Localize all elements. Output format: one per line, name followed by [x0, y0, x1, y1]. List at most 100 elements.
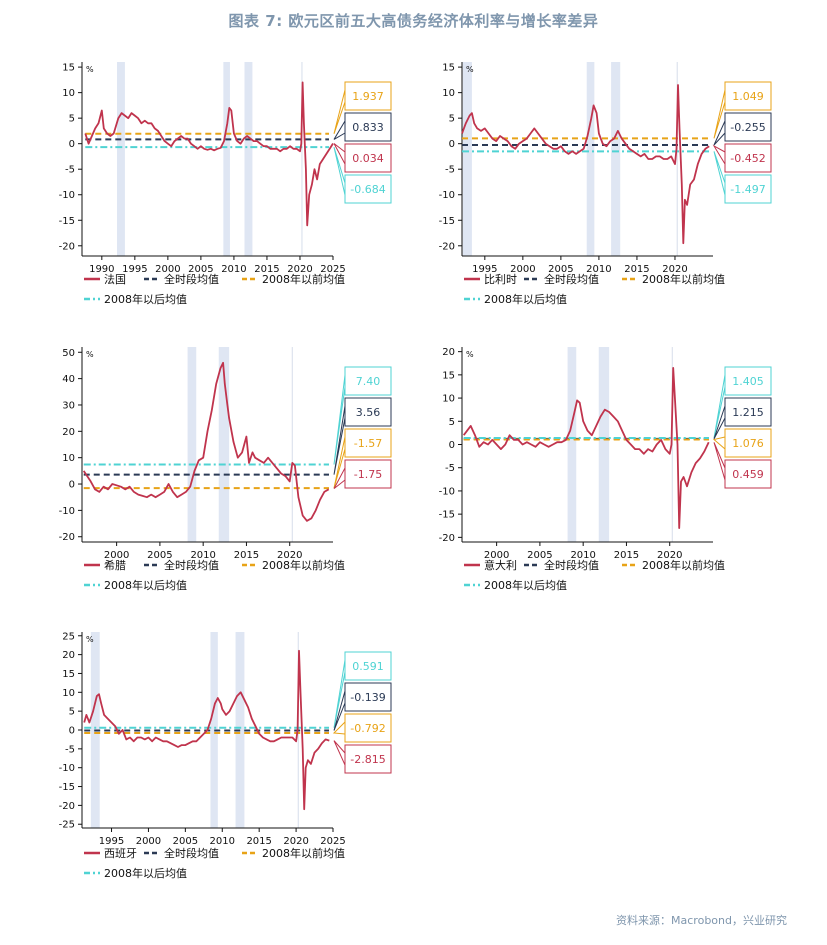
x-tick-label: 2000: [510, 264, 535, 275]
y-tick-label: -10: [59, 763, 75, 774]
x-tick-label: 2010: [190, 550, 215, 561]
legend-label-full: 全时段均值: [544, 558, 599, 572]
country-series-line: [83, 649, 330, 811]
x-tick-label: 2005: [173, 836, 198, 847]
callout-box: [344, 744, 392, 774]
callout-value: 1.076: [732, 437, 764, 450]
callout-full: -0.255: [713, 112, 772, 146]
y-tick-label: 15: [62, 63, 75, 74]
x-tick-label: 2010: [210, 836, 235, 847]
x-tick-label: 2020: [662, 264, 687, 275]
callout-pointer: [713, 89, 726, 139]
x-tick-label: 2005: [527, 550, 552, 561]
y-tick-label: -20: [59, 241, 75, 252]
callout-value: 1.215: [732, 406, 764, 419]
callout-box: [344, 713, 392, 743]
callout-box: [344, 459, 392, 489]
callout-box: [724, 174, 772, 204]
callout-box: [344, 397, 392, 427]
legend-label-pre2008: 2008年以前均值: [642, 558, 725, 572]
callout-post2008: 1.405: [713, 366, 772, 439]
callout-pointer: [713, 120, 726, 146]
x-tick-label: 2015: [246, 836, 271, 847]
callout-box: [724, 397, 772, 427]
y-tick-label: 10: [62, 688, 75, 699]
callout-pre2008: -1.57: [333, 428, 392, 489]
callout-box: [724, 112, 772, 142]
callout-value: 0.833: [352, 121, 384, 134]
y-tick-label: 20: [62, 427, 75, 438]
callout-pre2008: 1.076: [712, 428, 772, 458]
y-tick-label: 0: [449, 440, 455, 451]
x-tick-label: 2010: [586, 264, 611, 275]
legend: 西班牙 全时段均值 2008年以前均值 2008年以后均值: [84, 846, 345, 880]
y-tick-label: -5: [65, 165, 75, 176]
callout-value: 7.40: [356, 375, 381, 388]
x-tick-label: 2015: [234, 550, 259, 561]
source-note: 资料来源：Macrobond，兴业研究: [616, 914, 787, 927]
callout-value: -0.792: [350, 722, 385, 735]
y-tick-label: -25: [59, 820, 75, 831]
callout-value: -0.255: [730, 121, 765, 134]
callout-value: -2.815: [350, 753, 385, 766]
callout-value: 1.405: [732, 375, 764, 388]
y-tick-label: -15: [59, 216, 75, 227]
callout-pointer: [332, 721, 346, 735]
legend-label-country: 比利时: [484, 273, 517, 286]
legend-label-full: 全时段均值: [164, 272, 219, 286]
y-tick-label: 10: [62, 453, 75, 464]
unit-label: %: [466, 65, 474, 74]
country-series-line: [462, 366, 710, 529]
x-tick-label: 2000: [136, 836, 161, 847]
y-tick-label: -10: [59, 190, 75, 201]
y-tick-label: -20: [59, 801, 75, 812]
callout-value: -1.497: [730, 183, 765, 196]
callout-pointer: [333, 89, 346, 134]
callout-country: -2.815: [333, 740, 392, 774]
callout-box: [344, 682, 392, 712]
legend-label-post2008: 2008年以后均值: [104, 578, 187, 592]
callout-box: [344, 81, 392, 111]
legend-label-post2008: 2008年以后均值: [484, 578, 567, 592]
callout-post2008: -0.684: [333, 147, 392, 204]
callout-value: -1.57: [354, 437, 382, 450]
callout-country: -1.75: [333, 459, 392, 490]
x-tick-label: 2005: [147, 550, 172, 561]
callout-value: 0.459: [732, 468, 764, 481]
callout-value: 1.937: [352, 90, 384, 103]
callout-pre2008: 1.049: [713, 81, 772, 139]
legend-label-pre2008: 2008年以前均值: [262, 846, 345, 860]
callout-pointer: [333, 659, 346, 728]
legend-label-country: 希腊: [104, 558, 126, 572]
legend-label-country: 意大利: [484, 558, 517, 572]
callout-value: 0.591: [352, 660, 384, 673]
x-tick-label: 2020: [277, 550, 302, 561]
callout-full: -0.139: [333, 682, 392, 731]
x-tick-label: 2020: [287, 264, 312, 275]
x-tick-label: 2000: [104, 550, 129, 561]
callout-country: -0.452: [712, 143, 772, 173]
shaded-band: [586, 62, 595, 256]
y-tick-label: -10: [439, 486, 455, 497]
y-tick-label: 10: [62, 88, 75, 99]
y-tick-label: 0: [69, 726, 75, 737]
callout-pointer: [333, 120, 346, 140]
callout-value: -1.75: [354, 468, 382, 481]
callout-value: 1.049: [732, 90, 764, 103]
callout-box: [724, 428, 772, 458]
callout-pointer: [333, 147, 346, 196]
callout-post2008: 0.591: [333, 651, 392, 728]
x-tick-label: 2015: [254, 264, 279, 275]
unit-label: %: [86, 635, 94, 644]
callout-pointer: [333, 143, 346, 165]
shaded-band: [598, 347, 610, 542]
callout-post2008: 7.40: [333, 366, 392, 465]
unit-label: %: [86, 65, 94, 74]
callout-pointer: [713, 151, 726, 196]
y-tick-label: -5: [445, 165, 455, 176]
legend: 希腊 全时段均值 2008年以前均值 2008年以后均值: [84, 558, 345, 592]
y-tick-label: -20: [439, 533, 455, 544]
